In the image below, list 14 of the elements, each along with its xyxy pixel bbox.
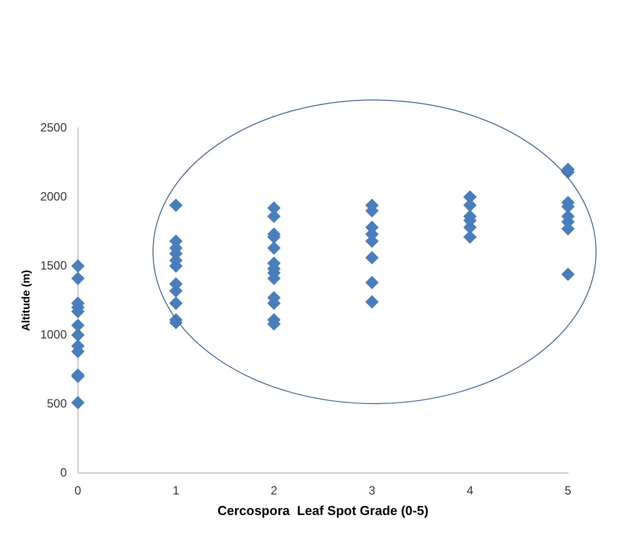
y-tick-label: 1500 xyxy=(40,258,68,272)
y-tick-label: 1000 xyxy=(40,327,68,342)
x-tick-label: 4 xyxy=(466,484,474,498)
y-tick-label: 0 xyxy=(60,465,68,480)
x-tick-label: 0 xyxy=(74,484,82,498)
x-tick-label: 2 xyxy=(270,484,278,498)
x-tick-label: 5 xyxy=(564,484,572,498)
y-tick-label: 500 xyxy=(46,396,68,410)
y-tick-label: 2000 xyxy=(40,189,68,204)
x-axis-title: Cercospora Leaf Spot Grade (0-5) xyxy=(217,502,428,518)
x-tick-label: 3 xyxy=(368,484,376,498)
y-tick-label: 2500 xyxy=(40,120,68,134)
y-axis-title: Altitude (m) xyxy=(20,270,33,332)
x-tick-label: 1 xyxy=(172,484,180,498)
